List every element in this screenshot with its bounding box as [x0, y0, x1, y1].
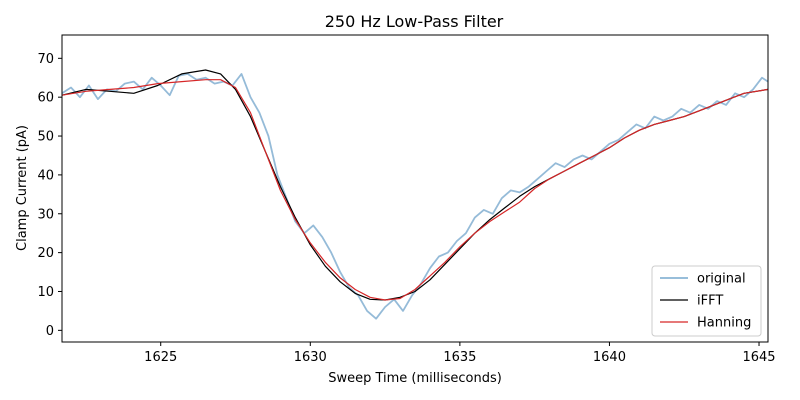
legend: original iFFT Hanning: [651, 265, 762, 337]
y-tick-label: 0: [46, 324, 54, 339]
series-line-hanning: [61, 79, 769, 301]
y-tick-label: 40: [37, 168, 54, 183]
x-axis: 1625 1630 1635 1640 1645: [144, 342, 776, 365]
series-layer: [61, 69, 769, 320]
series-line-original: [61, 73, 769, 320]
y-axis-title: Clamp Current (pA): [15, 125, 30, 251]
y-tick-label: 50: [37, 130, 54, 145]
x-tick-label: 1640: [593, 350, 626, 365]
y-tick-label: 30: [37, 207, 54, 222]
x-tick-label: 1635: [443, 350, 476, 365]
legend-label: iFFT: [697, 294, 723, 309]
x-tick-label: 1630: [294, 350, 327, 365]
plot-border: [61, 34, 769, 343]
y-tick-label: 70: [37, 52, 54, 67]
x-tick-label: 1645: [742, 350, 775, 365]
y-axis: 0 10 20 30 40 50 60 70: [37, 52, 62, 339]
legend-box: [651, 265, 762, 337]
y-tick-label: 10: [37, 285, 54, 300]
y-tick-label: 20: [37, 246, 54, 261]
legend-label: original: [697, 272, 746, 287]
y-tick-label: 60: [37, 91, 54, 106]
chart-title: 250 Hz Low-Pass Filter: [325, 12, 504, 31]
legend-label: Hanning: [697, 316, 751, 331]
plot-area: [61, 34, 769, 343]
x-axis-title: Sweep Time (milliseconds): [328, 371, 502, 386]
x-tick-label: 1625: [144, 350, 177, 365]
